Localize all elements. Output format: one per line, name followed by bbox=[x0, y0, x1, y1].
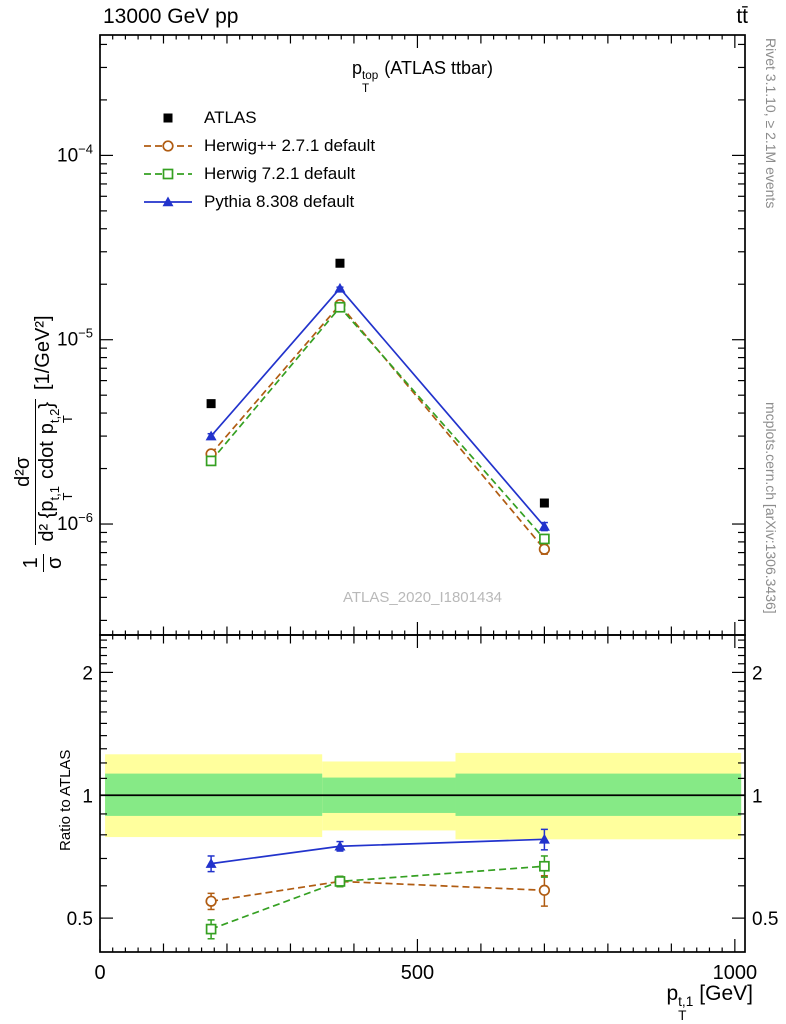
y-axis-units: [1/GeV²] bbox=[32, 315, 55, 390]
beam-energy-label: 13000 GeV pp bbox=[103, 5, 239, 28]
svg-text:1: 1 bbox=[752, 786, 763, 807]
svg-text:0.5: 0.5 bbox=[67, 909, 93, 930]
legend-label: ATLAS bbox=[204, 108, 257, 127]
process-label: tt̄ bbox=[736, 5, 748, 28]
x-axis-label: p t,1 T [GeV] bbox=[666, 982, 753, 1024]
svg-text:1: 1 bbox=[82, 786, 93, 807]
svg-text:2: 2 bbox=[82, 663, 93, 684]
svg-text:10−6: 10−6 bbox=[57, 510, 93, 535]
series-pythia-8.308-default bbox=[205, 282, 550, 873]
svg-text:10−5: 10−5 bbox=[57, 326, 93, 351]
legend: ATLAS Herwig++ 2.7.1 default Herwig 7.2.1 … bbox=[142, 104, 375, 216]
title-observable-scripts: top T bbox=[362, 69, 379, 95]
svg-text:1000: 1000 bbox=[713, 962, 758, 984]
legend-item: Herwig++ 2.7.1 default bbox=[142, 132, 375, 160]
mcplots-arxiv-note: mcplots.cern.ch [arXiv:1306.3436] bbox=[763, 402, 779, 614]
svg-text:0: 0 bbox=[94, 962, 105, 984]
svg-text:2: 2 bbox=[752, 663, 763, 684]
legend-label: Herwig 7.2.1 default bbox=[204, 164, 356, 183]
series-atlas bbox=[206, 258, 549, 508]
pt2-symbol: p t,2 T bbox=[36, 408, 76, 435]
title-analysis: (ATLAS ttbar) bbox=[384, 58, 493, 78]
square-filled-legend-icon bbox=[163, 113, 173, 123]
circle-open-legend-icon bbox=[144, 140, 192, 152]
svg-text:500: 500 bbox=[401, 962, 434, 984]
tick-labels: 10−4 10−5 10−6 0.5 0.5 1 1 2 2 0 500 1000 bbox=[57, 141, 778, 984]
ratio-panel-frame bbox=[99, 634, 746, 953]
pt1-symbol: p t,1 T bbox=[36, 486, 76, 512]
legend-item: ATLAS bbox=[142, 104, 375, 132]
square-open-legend-icon bbox=[144, 168, 192, 180]
title-observable-base: p bbox=[352, 58, 363, 78]
analysis-watermark: ATLAS_2020_I1801434 bbox=[342, 589, 503, 606]
series-herwig-7.2.1-default bbox=[205, 301, 550, 940]
legend-item: Herwig 7.2.1 default bbox=[142, 160, 375, 188]
legend-label: Pythia 8.308 default bbox=[204, 192, 355, 211]
rivet-version-note: Rivet 3.1.10, ≥ 2.1M events bbox=[763, 38, 779, 209]
legend-label: Herwig++ 2.7.1 default bbox=[204, 136, 376, 155]
plot-title: p top T (ATLAS ttbar) bbox=[100, 58, 745, 95]
one-over-sigma-fraction: 1 σ bbox=[20, 553, 68, 572]
ratio-y-axis-label: Ratio to ATLAS bbox=[57, 749, 74, 851]
svg-text:0.5: 0.5 bbox=[752, 909, 778, 930]
svg-text:10−4: 10−4 bbox=[57, 141, 93, 166]
legend-item: Pythia 8.308 default bbox=[142, 188, 375, 216]
triangle-filled-legend-icon bbox=[144, 196, 192, 207]
